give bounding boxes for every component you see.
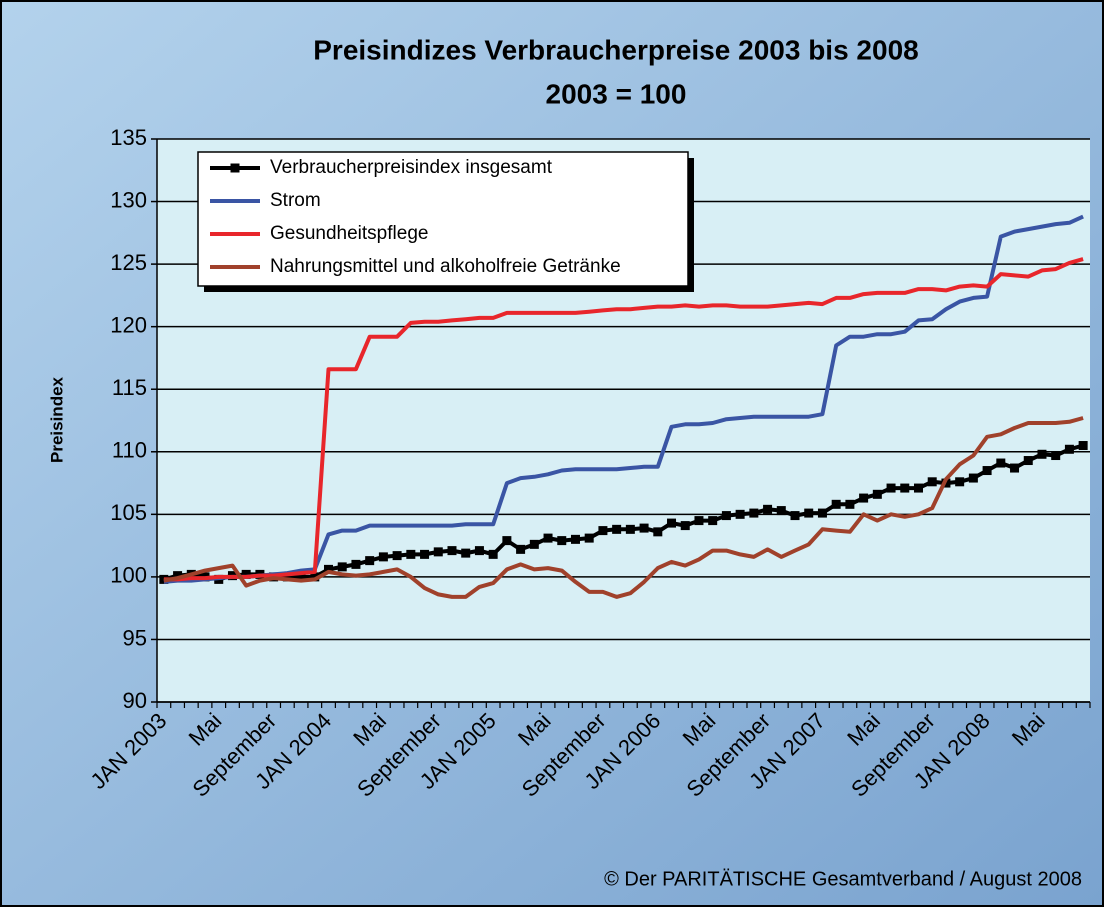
data-point: [776, 506, 786, 516]
y-tick-label: 95: [123, 625, 147, 650]
y-tick-label: 130: [110, 187, 147, 212]
y-axis-label: Preisindex: [47, 376, 66, 463]
data-point: [749, 508, 759, 518]
legend-label: Nahrungsmittel und alkoholfreie Getränke: [270, 256, 621, 277]
data-point: [516, 544, 526, 554]
data-point: [625, 524, 635, 534]
data-point: [667, 518, 677, 528]
legend-label: Strom: [270, 190, 321, 211]
data-point: [557, 536, 567, 546]
data-point: [543, 533, 553, 543]
legend: Verbraucherpreisindex insgesamt Strom Gesu…: [197, 151, 694, 292]
data-point: [488, 549, 498, 559]
data-point: [653, 527, 663, 537]
y-tick-label: 115: [112, 375, 147, 400]
data-point: [872, 489, 882, 499]
data-point: [337, 562, 347, 572]
data-point: [735, 509, 745, 519]
data-point: [406, 549, 416, 559]
source: © Der PARITÄTISCHE Gesamtverband / Augus…: [604, 868, 1082, 890]
data-point: [900, 483, 910, 493]
data-point: [790, 511, 800, 521]
data-point: [365, 556, 375, 566]
data-point: [392, 551, 402, 561]
data-point: [996, 458, 1006, 468]
data-point: [529, 539, 539, 549]
data-point: [968, 473, 978, 483]
y-tick-label: 125: [110, 250, 147, 275]
data-point: [1010, 463, 1020, 473]
data-point: [1037, 449, 1047, 459]
data-point: [845, 499, 855, 509]
y-tick-label: 120: [110, 312, 147, 337]
data-point: [886, 483, 896, 493]
y-tick-label: 90: [123, 688, 147, 713]
data-point: [296, 572, 306, 582]
data-point: [612, 524, 622, 534]
data-point: [420, 549, 430, 559]
data-point: [461, 548, 471, 558]
data-point: [913, 483, 923, 493]
data-point: [817, 508, 827, 518]
legend-label: Verbraucherpreisindex insgesamt: [270, 157, 553, 178]
data-point: [639, 523, 649, 533]
chart-subtitle: 2003 = 100: [546, 78, 687, 109]
data-point: [680, 521, 690, 531]
data-point: [584, 533, 594, 543]
data-point: [694, 516, 704, 526]
y-tick-label: 110: [112, 438, 147, 463]
data-point: [324, 564, 334, 574]
data-point: [982, 466, 992, 476]
data-point: [378, 552, 388, 562]
data-point: [927, 477, 937, 487]
data-point: [1023, 456, 1033, 466]
data-point: [474, 546, 484, 556]
data-point: [502, 536, 512, 546]
data-point: [955, 477, 965, 487]
series-line: [163, 257, 1084, 582]
y-tick-label: 100: [110, 563, 147, 588]
data-point: [173, 571, 183, 581]
chart-title: Preisindizes Verbraucherpreise 2003 bis …: [313, 34, 918, 65]
legend-label: Gesundheitspflege: [270, 223, 428, 244]
data-point: [351, 559, 361, 569]
data-point: [708, 516, 718, 526]
data-point: [598, 526, 608, 536]
data-point: [310, 572, 320, 582]
data-point: [1078, 441, 1088, 451]
data-point: [1051, 451, 1061, 461]
y-tick-label: 105: [110, 500, 147, 525]
data-point: [241, 569, 251, 579]
data-point: [1064, 444, 1074, 454]
data-point: [831, 499, 841, 509]
legend-box: [197, 151, 689, 287]
data-point: [282, 572, 292, 582]
data-point: [433, 547, 443, 557]
data-point: [447, 546, 457, 556]
data-point: [859, 493, 869, 503]
data-point: [804, 508, 814, 518]
data-point: [763, 504, 773, 514]
data-point: [570, 534, 580, 544]
data-point: [721, 511, 731, 521]
legend-marker: [230, 163, 240, 173]
y-tick-label: 135: [110, 125, 147, 150]
series-line: [163, 416, 1084, 599]
